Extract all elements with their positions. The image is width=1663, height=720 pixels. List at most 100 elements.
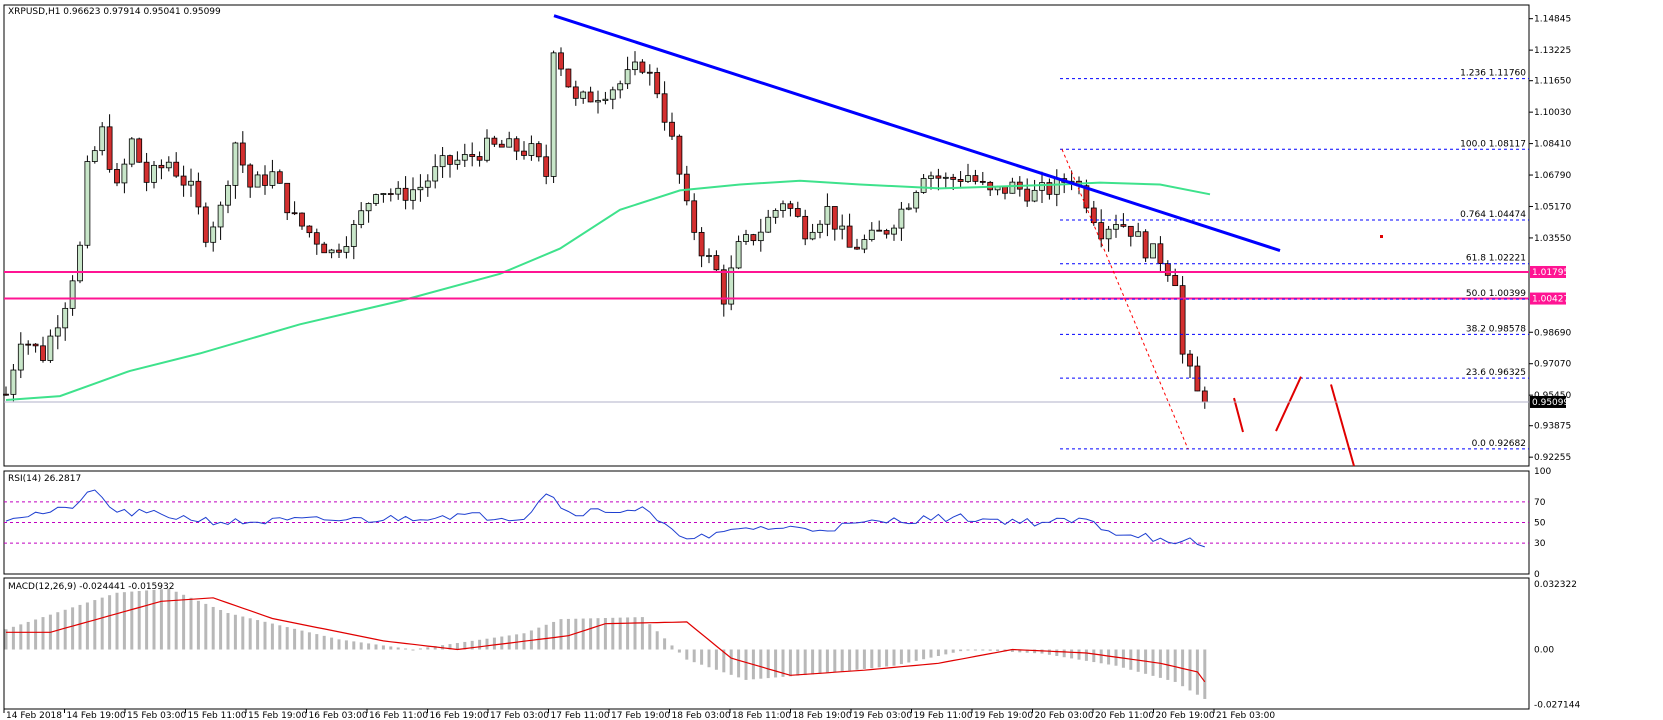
macd-histogram-bar (1025, 649, 1029, 653)
fib-diagonal (1061, 149, 1189, 450)
candle-body (898, 208, 905, 229)
macd-histogram-bar (278, 625, 282, 650)
candle-body (284, 182, 291, 214)
macd-histogram-bar (611, 617, 615, 650)
candle-body (232, 142, 239, 186)
macd-histogram-bar (1033, 649, 1037, 654)
candle-body (313, 232, 320, 245)
candle-body (765, 216, 772, 233)
candle-body (802, 215, 809, 240)
candle-body (787, 203, 794, 209)
candles (3, 47, 1208, 409)
macd-histogram-bar (182, 594, 186, 650)
candle-body (972, 175, 979, 182)
macd-histogram-bar (1099, 649, 1103, 664)
macd-histogram-bar (633, 617, 637, 650)
last-price-label: 0.95099 (1532, 398, 1569, 408)
macd-histogram-bar (655, 631, 659, 650)
candle-body (1150, 243, 1156, 259)
macd-histogram-bar (1203, 649, 1207, 699)
macd-histogram-bar (714, 649, 718, 670)
candle-body (484, 137, 490, 161)
time-tick-label: 20 Feb 11:00 (1095, 711, 1154, 720)
time-tick-label: 20 Feb 03:00 (1035, 711, 1094, 720)
time-tick-label: 15 Feb 19:00 (248, 711, 307, 720)
candle-body (202, 206, 209, 243)
candle-body (750, 234, 757, 242)
fib-label: 61.8 1.02221 (1466, 254, 1526, 264)
macd-histogram-bar (914, 649, 918, 661)
candle-body (506, 138, 513, 148)
macd-histogram-bar (1010, 649, 1014, 652)
time-tick-label: 16 Feb 03:00 (309, 711, 368, 720)
macd-histogram-bar (167, 588, 171, 650)
level-tag (1530, 292, 1566, 305)
candle-body (935, 175, 942, 179)
candle-body (47, 335, 54, 361)
macd-histogram-bar (618, 617, 622, 650)
macd-histogram-bar (803, 649, 807, 676)
macd-histogram-bar (85, 602, 89, 650)
macd-histogram-bar (433, 646, 437, 650)
macd-histogram-bar (537, 627, 541, 650)
candle-body (106, 126, 113, 170)
candle-body (1031, 189, 1038, 202)
candle-body (817, 223, 823, 233)
time-tick-label: 16 Feb 11:00 (369, 711, 428, 720)
macd-histogram-bar (603, 618, 607, 650)
candle-body (706, 255, 712, 257)
candle-body (1164, 263, 1171, 276)
macd-histogram-bar (640, 617, 644, 650)
price-tick-label: 1.14845 (1534, 15, 1571, 25)
candle-body (868, 229, 875, 240)
price-panel-frame (3, 4, 1530, 467)
macd-histogram-bar (233, 614, 237, 650)
candle-body (158, 164, 165, 169)
candle-body (1046, 182, 1053, 195)
macd-histogram-bar (922, 649, 926, 660)
time-tick-label: 17 Feb 03:00 (490, 711, 549, 720)
candle-body (165, 161, 172, 169)
macd-histogram-bar (285, 627, 289, 650)
time-tick-label: 15 Feb 11:00 (188, 711, 247, 720)
candle-body (883, 230, 890, 235)
candle-body (942, 176, 949, 179)
candle-body (809, 231, 816, 240)
candle-body (321, 243, 328, 254)
macd-histogram-bar (722, 649, 726, 673)
candle-body (151, 164, 157, 183)
macd-histogram-bar (544, 624, 548, 650)
macd-histogram-bar (145, 590, 149, 650)
macd-histogram-bar (951, 649, 955, 653)
price-tick-label: 0.98690 (1534, 328, 1571, 338)
candle-body (676, 135, 683, 175)
candle-body (336, 249, 342, 253)
macd-histogram-bar (241, 616, 245, 650)
candle-body (306, 225, 313, 234)
rsi-tick-label: 30 (1534, 539, 1546, 549)
macd-histogram-bar (988, 649, 992, 651)
candle-body (558, 52, 564, 70)
macd-histogram-bar (196, 600, 200, 650)
macd-histogram-bar (796, 649, 800, 676)
candle-body (121, 163, 128, 184)
macd-label: MACD(12,26,9) -0.024441 -0.015932 (8, 582, 174, 592)
macd-histogram-bar (707, 649, 711, 668)
macd-histogram-bar (108, 595, 112, 650)
candle-body (447, 155, 453, 165)
last-price-tag (1530, 395, 1566, 408)
candle-body (77, 244, 83, 282)
rsi-tick-label: 100 (1534, 467, 1551, 477)
candle-body (513, 138, 520, 152)
candle-body (299, 212, 305, 227)
macd-histogram-bar (418, 648, 422, 650)
candle-body (1120, 224, 1127, 227)
price-tick-label: 0.92255 (1534, 453, 1571, 463)
macd-histogram-bar (825, 649, 829, 674)
macd-histogram-bar (899, 649, 903, 665)
candle-body (32, 343, 39, 347)
macd-histogram-bar (581, 618, 585, 650)
candle-body (225, 184, 231, 206)
macd-histogram-bar (130, 591, 134, 650)
